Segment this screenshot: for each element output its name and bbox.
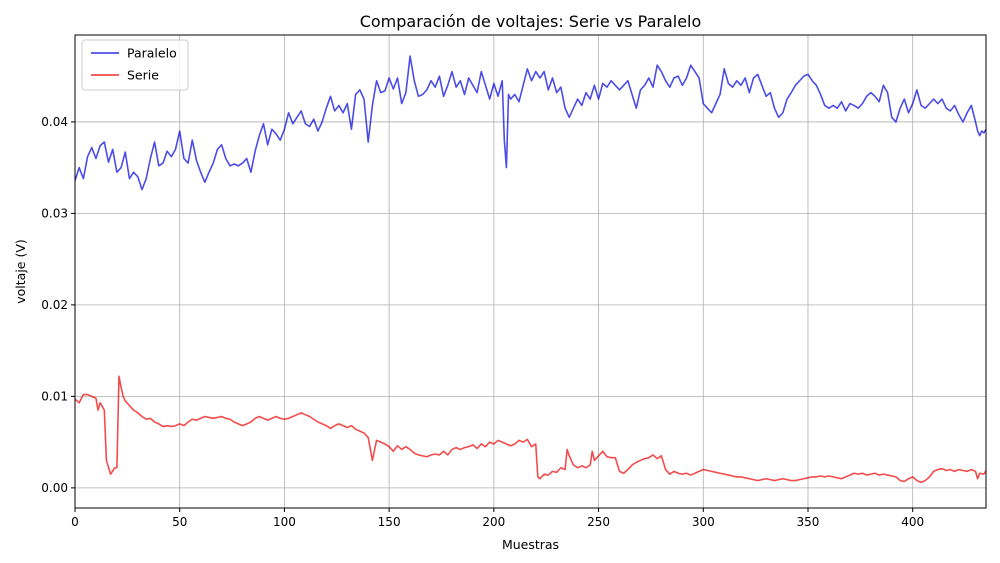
x-tick-label: 0 [71,515,79,529]
plot-frame [74,34,987,509]
x-tick-label: 350 [797,515,820,529]
series-line-paralelo [74,55,987,191]
legend-label: Paralelo [127,46,177,61]
y-tick-label: 0.02 [41,298,68,312]
y-tick-label: 0.00 [41,481,68,495]
legend: Paralelo Serie [81,39,189,91]
y-axis: 0.00 0.01 0.02 0.03 0.04 [41,115,75,495]
grid-lines [74,35,986,508]
x-tick-label: 50 [172,515,187,529]
x-axis: 0 50 100 150 200 250 300 350 400 [71,508,924,529]
y-tick-label: 0.03 [41,206,68,220]
series-line-serie [74,375,987,484]
x-axis-label: Muestras [502,537,559,552]
y-tick-label: 0.04 [41,115,68,129]
chart-title: Comparación de voltajes: Serie vs Parale… [360,12,702,31]
x-tick-label: 250 [587,515,610,529]
x-tick-label: 150 [378,515,401,529]
x-tick-label: 200 [482,515,505,529]
legend-label: Serie [127,68,159,83]
x-tick-label: 100 [273,515,296,529]
x-tick-label: 300 [692,515,715,529]
series-layer [74,55,987,484]
y-axis-label: voltaje (V) [13,239,28,304]
x-tick-label: 400 [901,515,924,529]
y-tick-label: 0.01 [41,389,68,403]
